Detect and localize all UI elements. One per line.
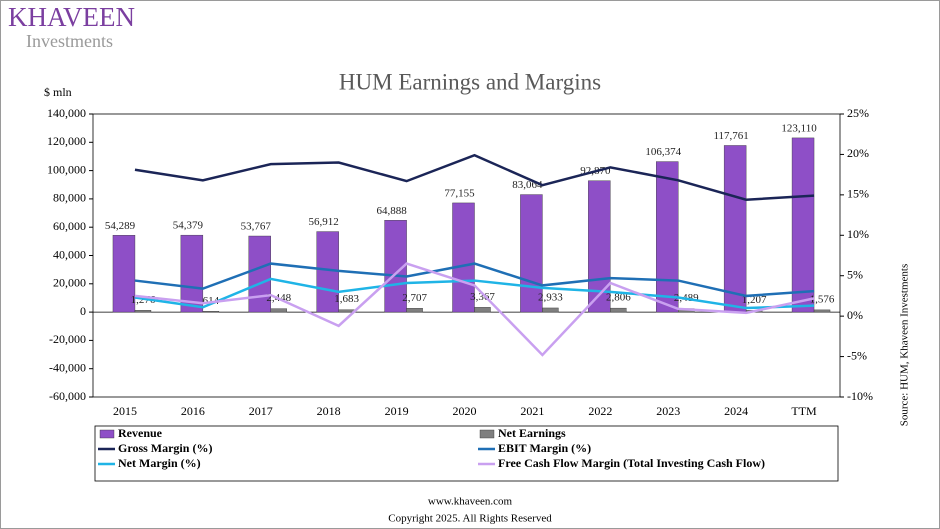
footer-website: www.khaveen.com — [428, 496, 513, 508]
value-label: 2,933 — [538, 291, 563, 303]
bar — [384, 220, 407, 313]
value-label: 54,289 — [105, 220, 136, 232]
y2-tick-label: -10% — [847, 389, 873, 403]
bar — [180, 234, 204, 313]
bar — [406, 308, 423, 313]
x-tick-label: 2021 — [520, 404, 544, 418]
line — [134, 262, 815, 357]
y2-tick-label: 0% — [847, 308, 863, 322]
x-tick-label: 2018 — [317, 404, 341, 418]
legend-label: Revenue — [118, 426, 163, 440]
y2-tick-label: -5% — [847, 348, 867, 362]
legend-swatch — [99, 429, 115, 439]
x-tick-label: 2022 — [588, 404, 612, 418]
y-axis-label: $ mln — [44, 85, 72, 99]
x-tick-label: 2015 — [113, 404, 137, 418]
legend-box — [94, 425, 839, 482]
value-label: 1,576 — [810, 293, 835, 305]
y2-tick-label: 25% — [847, 106, 869, 120]
x-tick-label: 2017 — [249, 404, 273, 418]
bar — [813, 309, 831, 313]
y-tick-label: 120,000 — [47, 134, 86, 148]
line — [134, 153, 815, 201]
value-label: 56,912 — [309, 216, 339, 228]
bar — [134, 310, 152, 313]
legend-label: Free Cash Flow Margin (Total Investing C… — [498, 456, 765, 470]
bar — [112, 235, 136, 313]
value-label: 54,379 — [173, 220, 204, 232]
x-tick-label: TTM — [791, 404, 817, 418]
x-tick-label: 2016 — [181, 404, 205, 418]
y2-tick-label: 5% — [847, 267, 863, 281]
y-tick-label: 40,000 — [53, 247, 86, 261]
y-tick-label: 140,000 — [47, 106, 86, 120]
bar — [202, 311, 220, 313]
bar — [723, 145, 747, 313]
y-tick-label: 60,000 — [53, 219, 86, 233]
line — [134, 277, 815, 310]
value-label: 64,888 — [376, 205, 407, 217]
bar — [656, 161, 679, 313]
chart-title: HUM Earnings and Margins — [339, 69, 601, 94]
bar — [791, 137, 815, 313]
legend-label: Net Earnings — [498, 426, 566, 440]
bar — [270, 308, 287, 313]
value-label: 106,374 — [645, 146, 681, 158]
y-tick-label: 80,000 — [53, 191, 86, 205]
footer-copyright: Copyright 2025. All Rights Reserved — [388, 513, 552, 525]
value-label: 2,707 — [402, 292, 427, 304]
value-label: 83,064 — [512, 179, 543, 191]
value-label: 117,761 — [713, 130, 748, 142]
legend-label: EBIT Margin (%) — [498, 441, 591, 455]
legend-label: Net Margin (%) — [118, 456, 201, 470]
value-label: 123,110 — [781, 122, 817, 134]
x-tick-label: 2020 — [453, 404, 477, 418]
source-note: Source: HUM, Khaveen Investments — [899, 264, 911, 427]
y-tick-label: 100,000 — [47, 162, 86, 176]
line — [134, 262, 815, 298]
y-tick-label: 0 — [80, 304, 86, 318]
y-tick-label: -40,000 — [49, 360, 86, 374]
value-label: 1,683 — [334, 293, 359, 305]
y-tick-label: -60,000 — [49, 389, 86, 403]
value-label: 77,155 — [444, 187, 475, 199]
legend-label: Gross Margin (%) — [118, 441, 212, 455]
y2-tick-label: 15% — [847, 187, 869, 201]
value-label: 2,806 — [606, 292, 631, 304]
y2-tick-label: 20% — [847, 146, 869, 160]
x-tick-label: 2019 — [385, 404, 409, 418]
y2-tick-label: 10% — [847, 227, 869, 241]
y-tick-label: 20,000 — [53, 276, 86, 290]
x-tick-label: 2023 — [656, 404, 680, 418]
y-tick-label: -20,000 — [49, 332, 86, 346]
bar — [542, 307, 559, 313]
x-tick-label: 2024 — [724, 404, 748, 418]
legend-swatch — [479, 429, 495, 439]
bar — [610, 307, 627, 313]
logo: KHAVEEN — [8, 2, 135, 32]
bar — [248, 235, 271, 313]
logo-sub: Investments — [26, 31, 113, 51]
bar — [474, 307, 491, 313]
value-label: 53,767 — [241, 221, 272, 233]
